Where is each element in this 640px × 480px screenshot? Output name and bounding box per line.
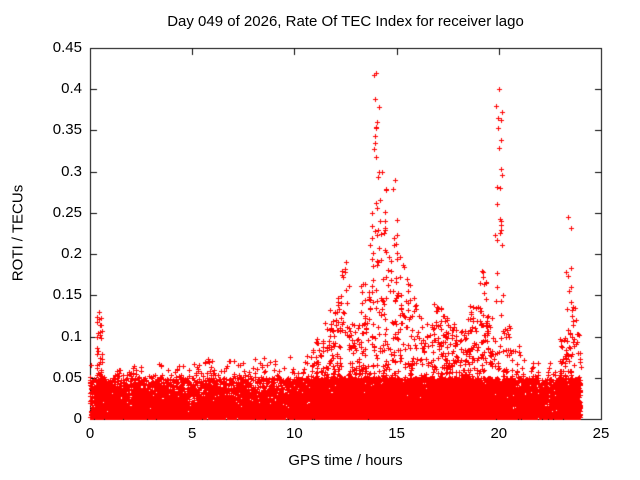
- y-tick-label: 0.25: [52, 203, 82, 221]
- y-tick-label: 0.05: [52, 368, 82, 386]
- y-tick-label: 0.35: [52, 121, 82, 139]
- x-tick-label: 10: [286, 425, 303, 442]
- y-tick-label: 0.15: [52, 286, 82, 304]
- y-tick-label: 0.3: [61, 162, 82, 180]
- x-tick-label: 20: [490, 425, 508, 442]
- x-tick-label: 15: [388, 425, 405, 442]
- x-tick-label: 0: [85, 425, 95, 442]
- chart-title: Day 049 of 2026, Rate Of TEC Index for r…: [167, 13, 524, 30]
- x-tick-label: 5: [188, 425, 197, 442]
- y-tick-label: 0.45: [52, 39, 82, 56]
- x-tick-label: 25: [592, 425, 610, 442]
- x-axis-label: GPS time / hours: [288, 452, 403, 469]
- y-tick-label: 0.2: [61, 245, 82, 263]
- y-tick-label: 0: [73, 410, 82, 427]
- y-tick-label: 0.1: [61, 327, 82, 345]
- y-tick-label: 0.4: [61, 80, 82, 98]
- y-axis-label: ROTI / TECUs: [9, 184, 27, 282]
